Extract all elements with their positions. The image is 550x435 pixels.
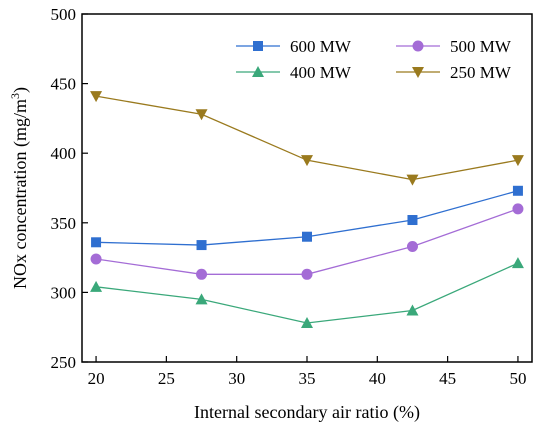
x-tick-label: 20 bbox=[88, 369, 105, 388]
data-point-600-mw bbox=[196, 240, 207, 251]
data-point-600-mw bbox=[91, 237, 102, 248]
y-tick-label: 450 bbox=[51, 75, 77, 94]
legend-marker bbox=[252, 66, 264, 77]
data-point-250-mw bbox=[406, 174, 419, 186]
plot-frame bbox=[81, 13, 533, 363]
x-axis-title: Internal secondary air ratio (%) bbox=[194, 402, 420, 423]
x-tick-label: 30 bbox=[228, 369, 245, 388]
data-point-400-mw bbox=[406, 304, 419, 316]
data-point-250-mw bbox=[195, 109, 208, 121]
series-500-mw bbox=[90, 203, 524, 280]
series-layer bbox=[90, 91, 524, 329]
y-tick-label: 500 bbox=[51, 5, 77, 24]
x-tick-label: 40 bbox=[369, 369, 386, 388]
legend-item-250-mw: 250 MW bbox=[396, 63, 512, 82]
legend-label: 500 MW bbox=[450, 37, 512, 56]
legend-marker bbox=[412, 67, 424, 78]
data-point-600-mw bbox=[512, 185, 523, 196]
data-point-600-mw bbox=[302, 231, 312, 242]
y-tick-label: 400 bbox=[51, 144, 77, 163]
legend-item-500-mw: 500 MW bbox=[396, 37, 512, 56]
y-tick-label: 350 bbox=[51, 214, 77, 233]
data-point-500-mw bbox=[512, 203, 524, 215]
legend: 600 MW 500 MW 400 MW 250 MW bbox=[236, 37, 512, 82]
data-point-400-mw bbox=[301, 317, 313, 329]
y-axis-title: NOx concentration (mg/m3) bbox=[8, 87, 31, 289]
tick-labels: 20 25 30 35 40 45 50 250 300 350 400 450 500 bbox=[51, 5, 527, 388]
data-point-500-mw bbox=[301, 268, 313, 280]
series-250-mw bbox=[90, 91, 524, 186]
data-point-250-mw bbox=[90, 91, 103, 103]
legend-marker bbox=[253, 41, 263, 51]
x-tick-label: 35 bbox=[299, 369, 316, 388]
series-line-250-mw bbox=[95, 95, 519, 181]
data-point-250-mw bbox=[301, 155, 313, 167]
data-point-500-mw bbox=[90, 253, 102, 265]
data-point-400-mw bbox=[195, 293, 208, 305]
series-600-mw bbox=[91, 185, 523, 251]
x-tick-label: 50 bbox=[509, 369, 526, 388]
data-point-600-mw bbox=[407, 215, 418, 226]
legend-item-400-mw: 400 MW bbox=[236, 63, 352, 82]
data-point-500-mw bbox=[406, 240, 418, 252]
series-400-mw bbox=[90, 257, 524, 329]
y-axis-title-superscript: 3 bbox=[8, 93, 22, 99]
data-point-250-mw bbox=[511, 155, 524, 167]
legend-label: 400 MW bbox=[290, 63, 352, 82]
legend-label: 600 MW bbox=[290, 37, 352, 56]
legend-item-600-mw: 600 MW bbox=[236, 37, 352, 56]
legend-marker bbox=[412, 40, 424, 52]
y-axis-title-close: ) bbox=[10, 87, 31, 93]
data-point-400-mw bbox=[90, 280, 103, 292]
y-axis-title-main: NOx concentration (mg/m bbox=[10, 99, 31, 289]
y-tick-label: 250 bbox=[51, 353, 77, 372]
data-point-500-mw bbox=[196, 268, 208, 280]
legend-label: 250 MW bbox=[450, 63, 512, 82]
x-tick-label: 45 bbox=[439, 369, 456, 388]
y-tick-label: 300 bbox=[51, 283, 77, 302]
x-tick-label: 25 bbox=[158, 369, 175, 388]
data-point-400-mw bbox=[511, 257, 524, 269]
